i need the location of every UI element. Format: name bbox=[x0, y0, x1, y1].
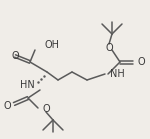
Text: HN: HN bbox=[20, 80, 35, 90]
Text: O: O bbox=[3, 101, 11, 111]
Text: OH: OH bbox=[44, 40, 59, 50]
Text: O: O bbox=[42, 104, 50, 114]
Text: NH: NH bbox=[110, 69, 125, 79]
Text: O: O bbox=[137, 57, 145, 67]
Text: O: O bbox=[105, 43, 113, 53]
Text: O: O bbox=[11, 51, 19, 61]
